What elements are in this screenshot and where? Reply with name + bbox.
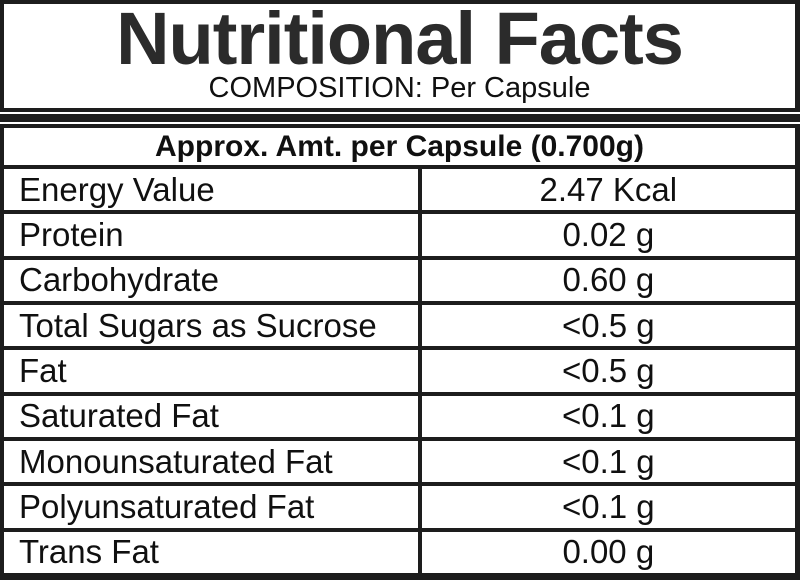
row-value: <0.1 g bbox=[561, 397, 655, 435]
table-row: Fat <0.5 g bbox=[4, 346, 795, 392]
row-label: Total Sugars as Sucrose bbox=[4, 304, 422, 347]
row-label: Carbohydrate bbox=[4, 259, 422, 301]
page-title: Nutritional Facts bbox=[116, 0, 684, 80]
separator-band bbox=[0, 114, 800, 122]
row-label: Energy Value bbox=[4, 169, 422, 211]
table-row: Trans Fat 0.00 g bbox=[4, 527, 795, 573]
row-value: <0.5 g bbox=[561, 351, 655, 389]
table-rows: Energy Value 2.47 Kcal Protein 0.02 g Ca… bbox=[4, 169, 795, 573]
row-label: Saturated Fat bbox=[4, 395, 422, 437]
row-value: 0.60 g bbox=[562, 261, 655, 299]
row-value: <0.1 g bbox=[561, 442, 655, 480]
table-header-amount-per-capsule: Approx. Amt. per Capsule (0.700g) bbox=[4, 128, 795, 169]
table-row: Polyunsaturated Fat <0.1 g bbox=[4, 482, 795, 528]
table-row: Energy Value 2.47 Kcal bbox=[4, 169, 795, 211]
label-header: Nutritional Facts COMPOSITION: Per Capsu… bbox=[0, 0, 800, 112]
row-value: <0.1 g bbox=[561, 487, 655, 525]
row-label: Trans Fat bbox=[4, 531, 422, 573]
row-value: 2.47 Kcal bbox=[539, 170, 678, 208]
table-row: Monounsaturated Fat <0.1 g bbox=[4, 436, 795, 483]
row-value: <0.5 g bbox=[561, 306, 655, 344]
row-label: Monounsaturated Fat bbox=[4, 440, 422, 483]
row-label: Fat bbox=[4, 350, 422, 392]
composition-subtitle: COMPOSITION: Per Capsule bbox=[208, 72, 591, 105]
row-value: 0.02 g bbox=[562, 215, 655, 253]
table-row: Protein 0.02 g bbox=[4, 210, 795, 256]
nutrition-table: Approx. Amt. per Capsule (0.700g) Energy… bbox=[0, 124, 800, 580]
row-label: Polyunsaturated Fat bbox=[4, 486, 422, 528]
row-label: Protein bbox=[4, 214, 422, 256]
table-row: Total Sugars as Sucrose <0.5 g bbox=[4, 300, 795, 347]
table-row: Saturated Fat <0.1 g bbox=[4, 391, 795, 437]
table-row: Carbohydrate 0.60 g bbox=[4, 255, 795, 301]
row-value: 0.00 g bbox=[562, 533, 655, 571]
